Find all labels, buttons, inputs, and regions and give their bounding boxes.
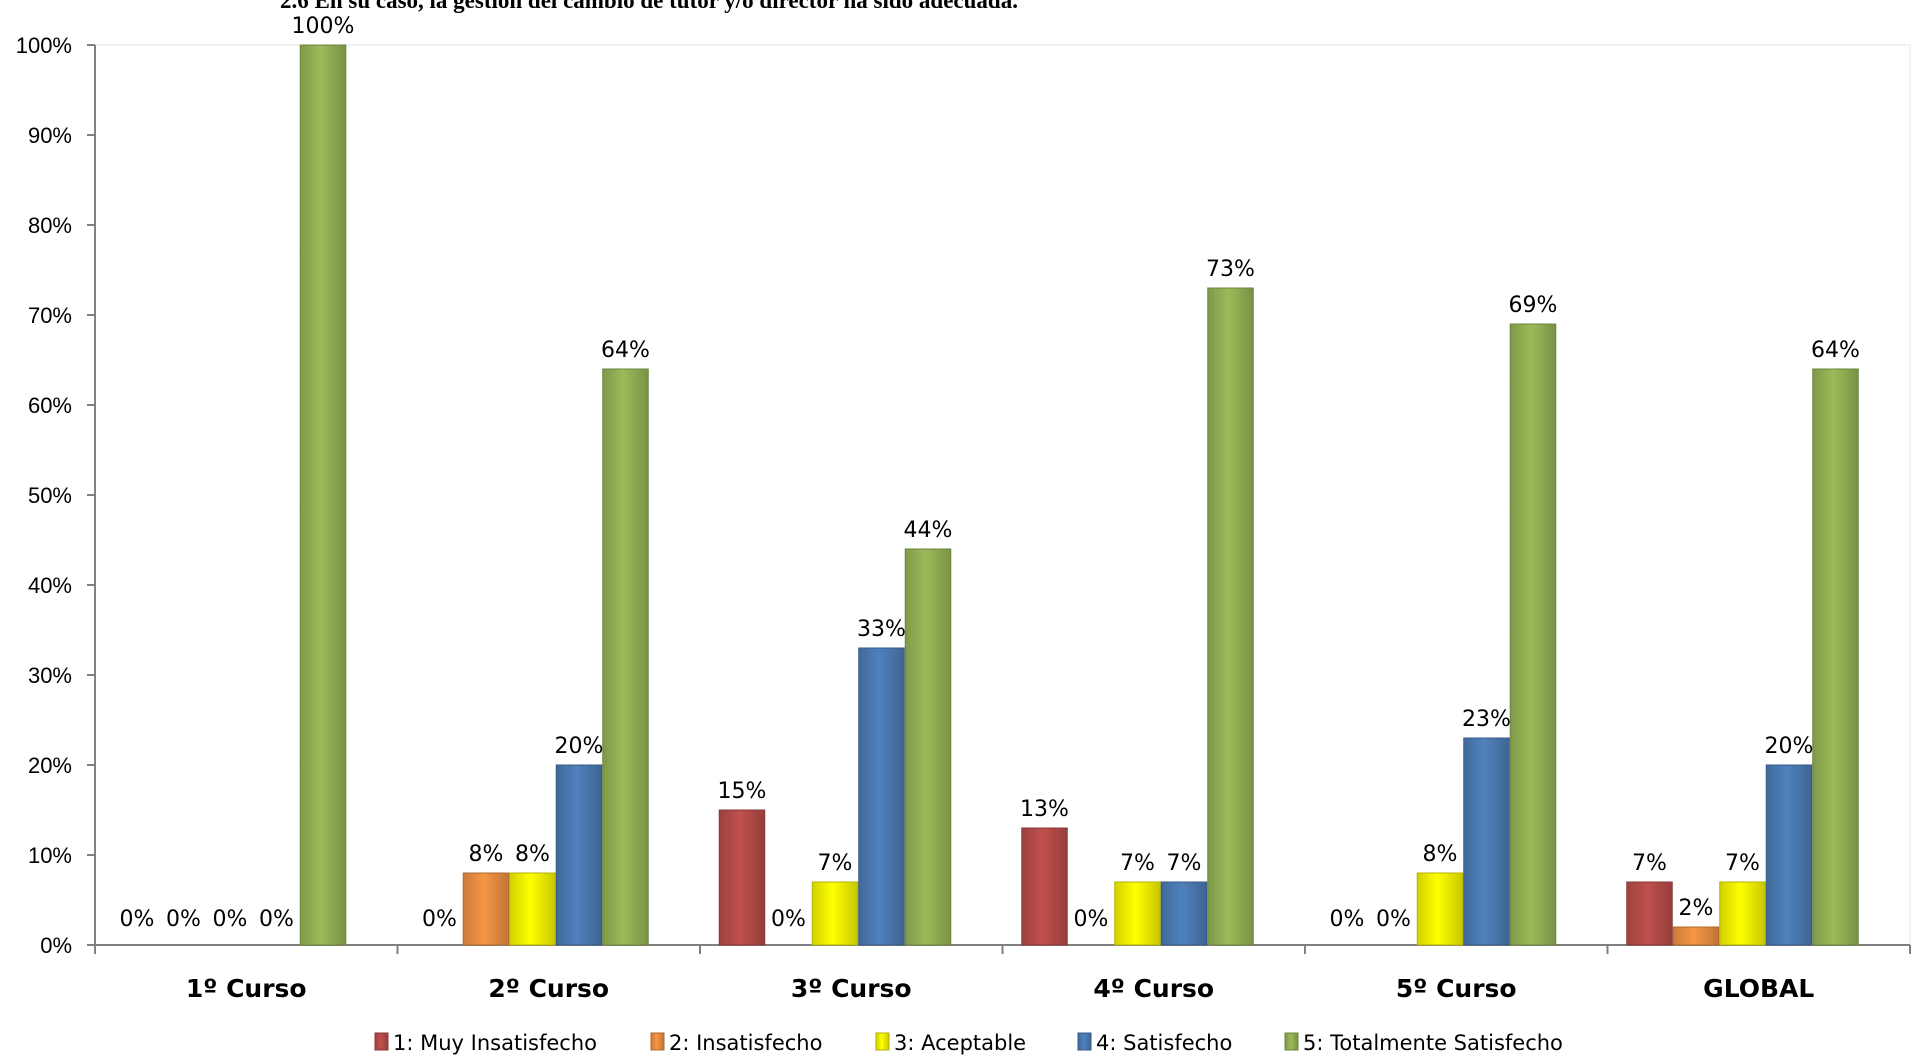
y-tick-label: 0% <box>40 933 72 958</box>
legend-item: 3: Aceptable <box>875 1031 1026 1055</box>
y-tick-label: 100% <box>16 33 72 58</box>
bar <box>1160 881 1208 946</box>
bar <box>555 764 603 946</box>
x-axis: 1º Curso 2º Curso 3º Curso 4º Curso 5º Curso… <box>94 944 1911 1003</box>
data-label: 0% <box>771 907 806 932</box>
bar <box>1463 737 1510 946</box>
data-label: 15% <box>718 779 767 804</box>
data-label: 100% <box>292 14 355 39</box>
legend-swatch <box>1284 1032 1299 1051</box>
data-label: 0% <box>1330 907 1365 932</box>
y-tick-label: 30% <box>28 663 72 688</box>
y-tick-label: 90% <box>28 123 72 148</box>
legend-label: 4: Satisfecho <box>1096 1031 1232 1055</box>
legend-item: 2: Insatisfecho <box>650 1031 822 1055</box>
data-label: 23% <box>1462 707 1511 732</box>
legend-label: 1: Muy Insatisfecho <box>393 1031 597 1055</box>
data-label: 0% <box>166 907 201 932</box>
bar <box>1416 872 1464 946</box>
bar-series <box>299 44 1859 946</box>
data-label: 8% <box>1423 842 1458 867</box>
legend-item: 4: Satisfecho <box>1077 1031 1232 1055</box>
data-label: 8% <box>469 842 504 867</box>
data-label: 64% <box>1811 338 1860 363</box>
legend-item: 1: Muy Insatisfecho <box>374 1031 597 1055</box>
data-label: 0% <box>1074 907 1109 932</box>
x-tick-label: 3º Curso <box>791 974 912 1003</box>
x-tick-label: 4º Curso <box>1093 974 1214 1003</box>
bar <box>1672 926 1720 946</box>
legend-swatch <box>875 1032 890 1051</box>
x-tick-label: 2º Curso <box>488 974 609 1003</box>
data-label: 7% <box>818 851 853 876</box>
y-tick-label: 50% <box>28 483 72 508</box>
y-tick-label: 10% <box>28 843 72 868</box>
y-tick-label: 70% <box>28 303 72 328</box>
bar <box>858 647 905 946</box>
data-label: 69% <box>1509 293 1558 318</box>
x-tick-label: GLOBAL <box>1703 974 1814 1003</box>
y-tick-label: 40% <box>28 573 72 598</box>
data-labels: 0% 0% 15% 13% 0% 7% 0% 8% 0% 0% 0% 2% 0% 8% 7% 7% 8% 7% 0%… <box>120 14 1860 932</box>
legend-swatch <box>1077 1032 1092 1051</box>
data-label: 0% <box>259 907 294 932</box>
chart-title: 2.6 En su caso, la gestión del cambio de… <box>280 0 1018 13</box>
data-label: 13% <box>1020 797 1069 822</box>
data-label: 7% <box>1120 851 1155 876</box>
bar <box>509 872 556 946</box>
data-label: 7% <box>1632 851 1667 876</box>
data-label: 44% <box>904 518 953 543</box>
data-label: 64% <box>601 338 650 363</box>
legend: 1: Muy Insatisfecho 2: Insatisfecho 3: Ace… <box>374 1031 1563 1055</box>
x-tick-label: 5º Curso <box>1396 974 1517 1003</box>
data-label: 0% <box>1376 907 1411 932</box>
bar <box>904 548 952 946</box>
bar <box>718 809 766 946</box>
data-label: 33% <box>857 617 906 642</box>
y-tick-label: 60% <box>28 393 72 418</box>
legend-label: 5: Totalmente Satisfecho <box>1303 1031 1563 1055</box>
bar <box>1207 287 1254 946</box>
y-tick-label: 80% <box>28 213 72 238</box>
data-label: 0% <box>422 907 457 932</box>
legend-swatch <box>374 1032 389 1051</box>
bar <box>1114 881 1161 946</box>
data-label: 20% <box>555 734 604 759</box>
bar <box>299 44 347 946</box>
data-label: 0% <box>213 907 248 932</box>
legend-item: 5: Totalmente Satisfecho <box>1284 1031 1563 1055</box>
data-label: 8% <box>515 842 550 867</box>
y-tick-label: 20% <box>28 753 72 778</box>
data-label: 7% <box>1725 851 1760 876</box>
plot-area <box>94 44 1911 946</box>
bar <box>1765 764 1813 946</box>
bar <box>1626 881 1673 946</box>
bar <box>1509 323 1557 946</box>
data-label: 7% <box>1167 851 1202 876</box>
data-label: 0% <box>120 907 155 932</box>
bar <box>462 872 510 946</box>
y-axis: 0% 10% 20% 30% 40% 50% 60% 70% 80% 90% 100% <box>16 33 96 958</box>
bar <box>602 368 649 946</box>
data-label: 73% <box>1206 257 1255 282</box>
legend-label: 2: Insatisfecho <box>669 1031 822 1055</box>
data-label: 2% <box>1679 896 1714 921</box>
bar <box>1021 827 1068 946</box>
data-label: 20% <box>1765 734 1814 759</box>
x-tick-label: 1º Curso <box>186 974 307 1003</box>
bar <box>1719 881 1766 946</box>
legend-label: 3: Aceptable <box>894 1031 1026 1055</box>
legend-swatch <box>650 1032 665 1051</box>
bar <box>811 881 859 946</box>
bar <box>1812 368 1859 946</box>
